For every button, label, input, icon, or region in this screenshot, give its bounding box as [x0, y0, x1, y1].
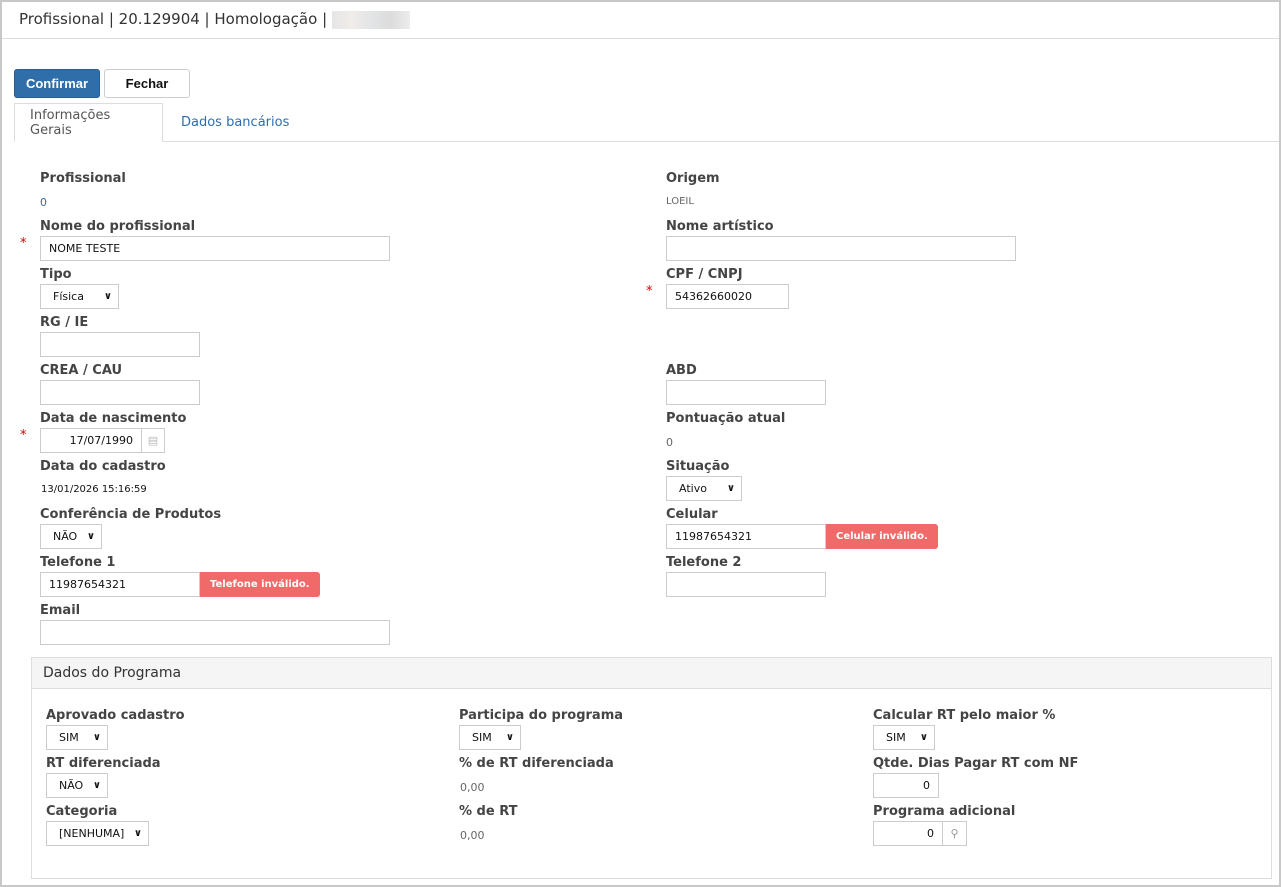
- cadastro-label: Data do cadastro: [40, 459, 166, 474]
- pct-rt-dif-label: % de RT diferenciada: [459, 756, 614, 771]
- conferencia-value: NÃO: [53, 530, 78, 543]
- profissional-value: 0: [40, 196, 47, 209]
- telefone1-input[interactable]: 11987654321: [40, 572, 200, 597]
- participa-select[interactable]: SIM ∨: [459, 725, 521, 750]
- situacao-select[interactable]: Ativo ∨: [666, 476, 742, 501]
- adicional-label: Programa adicional: [873, 804, 1016, 819]
- chevron-down-icon: ∨: [86, 531, 95, 542]
- tipo-value: Física: [53, 290, 84, 303]
- conferencia-label: Conferência de Produtos: [40, 507, 222, 522]
- chevron-down-icon: ∨: [92, 732, 101, 743]
- categoria-value: [NENHUMA]: [59, 827, 125, 840]
- crea-label: CREA / CAU: [40, 363, 123, 378]
- required-mark: *: [20, 236, 27, 251]
- profissional-label: Profissional: [40, 171, 126, 186]
- participa-value: SIM: [472, 731, 492, 744]
- chevron-down-icon: ∨: [133, 828, 142, 839]
- categoria-label: Categoria: [46, 804, 118, 819]
- calcular-label: Calcular RT pelo maior %: [873, 708, 1056, 723]
- nome-artistico-input[interactable]: [666, 236, 1016, 261]
- calcular-value: SIM: [886, 731, 906, 744]
- aprovado-label: Aprovado cadastro: [46, 708, 185, 723]
- title-text: Profissional | 20.129904 | Homologação |: [19, 10, 328, 28]
- tab-dados-bancarios[interactable]: Dados bancários: [181, 115, 290, 130]
- pct-rt-value: 0,00: [460, 829, 485, 842]
- cpf-input[interactable]: 54362660020: [666, 284, 789, 309]
- divider: [2, 38, 1279, 39]
- crea-input[interactable]: [40, 380, 200, 405]
- close-button[interactable]: Fechar: [104, 69, 190, 98]
- page-title: Profissional | 20.129904 | Homologação |: [19, 10, 410, 29]
- pct-rt-label: % de RT: [459, 804, 518, 819]
- rt-dif-label: RT diferenciada: [46, 756, 161, 771]
- abd-input[interactable]: [666, 380, 826, 405]
- dias-label: Qtde. Dias Pagar RT com NF: [873, 756, 1079, 771]
- telefone2-input[interactable]: [666, 572, 826, 597]
- pontuacao-value: 0: [666, 436, 673, 449]
- participa-label: Participa do programa: [459, 708, 624, 723]
- chevron-down-icon: ∨: [919, 732, 928, 743]
- calcular-select[interactable]: SIM ∨: [873, 725, 935, 750]
- nome-label: Nome do profissional: [40, 219, 196, 234]
- chevron-down-icon: ∨: [726, 483, 735, 494]
- tab-informacoes-gerais[interactable]: Informações Gerais: [14, 103, 163, 142]
- search-icon[interactable]: ⚲: [942, 821, 967, 846]
- calendar-icon[interactable]: ▤: [141, 428, 165, 453]
- telefone2-label: Telefone 2: [666, 555, 742, 570]
- dias-input[interactable]: 0: [873, 773, 939, 798]
- chevron-down-icon: ∨: [92, 780, 101, 791]
- tab-divider: [14, 141, 1279, 142]
- telefone1-label: Telefone 1: [40, 555, 116, 570]
- celular-label: Celular: [666, 507, 718, 522]
- required-mark: *: [646, 284, 653, 299]
- programa-title: Dados do Programa: [32, 658, 1271, 689]
- pontuacao-label: Pontuação atual: [666, 411, 786, 426]
- adicional-input[interactable]: 0: [873, 821, 943, 846]
- rg-label: RG / IE: [40, 315, 89, 330]
- tipo-select[interactable]: Física ∨: [40, 284, 119, 309]
- cadastro-value: 13/01/2026 15:16:59: [41, 484, 147, 495]
- rg-input[interactable]: [40, 332, 200, 357]
- celular-error: Celular inválido.: [826, 524, 938, 549]
- celular-input[interactable]: 11987654321: [666, 524, 826, 549]
- chevron-down-icon: ∨: [505, 732, 514, 743]
- origem-label: Origem: [666, 171, 720, 186]
- rt-dif-select[interactable]: NÃO ∨: [46, 773, 108, 798]
- abd-label: ABD: [666, 363, 697, 378]
- required-mark: *: [20, 428, 27, 443]
- tipo-label: Tipo: [40, 267, 72, 282]
- aprovado-select[interactable]: SIM ∨: [46, 725, 108, 750]
- categoria-select[interactable]: [NENHUMA] ∨: [46, 821, 149, 846]
- nascimento-label: Data de nascimento: [40, 411, 187, 426]
- nome-artistico-label: Nome artístico: [666, 219, 774, 234]
- origem-value: LOEIL: [666, 196, 694, 207]
- chevron-down-icon: ∨: [103, 291, 112, 302]
- nome-input[interactable]: NOME TESTE: [40, 236, 390, 261]
- programa-panel: Dados do Programa: [31, 657, 1272, 879]
- situacao-value: Ativo: [679, 482, 707, 495]
- rt-dif-value: NÃO: [59, 779, 84, 792]
- confirm-button[interactable]: Confirmar: [14, 69, 100, 98]
- pct-rt-dif-value: 0,00: [460, 781, 485, 794]
- telefone1-error: Telefone inválido.: [200, 572, 320, 597]
- conferencia-select[interactable]: NÃO ∨: [40, 524, 102, 549]
- redacted-name: [331, 10, 410, 29]
- aprovado-value: SIM: [59, 731, 79, 744]
- email-input[interactable]: [40, 620, 390, 645]
- email-label: Email: [40, 603, 81, 618]
- cpf-label: CPF / CNPJ: [666, 267, 743, 282]
- situacao-label: Situação: [666, 459, 730, 474]
- nascimento-input[interactable]: 17/07/1990: [40, 428, 142, 453]
